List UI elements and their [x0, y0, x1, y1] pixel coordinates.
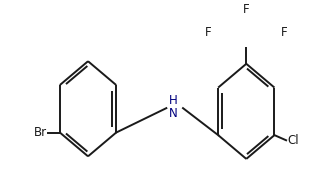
Text: F: F	[243, 3, 250, 16]
Text: Cl: Cl	[287, 134, 299, 147]
Text: F: F	[205, 27, 211, 39]
Text: Br: Br	[34, 126, 47, 139]
Text: N: N	[169, 107, 177, 120]
Text: F: F	[281, 27, 288, 39]
Text: H: H	[169, 94, 177, 107]
